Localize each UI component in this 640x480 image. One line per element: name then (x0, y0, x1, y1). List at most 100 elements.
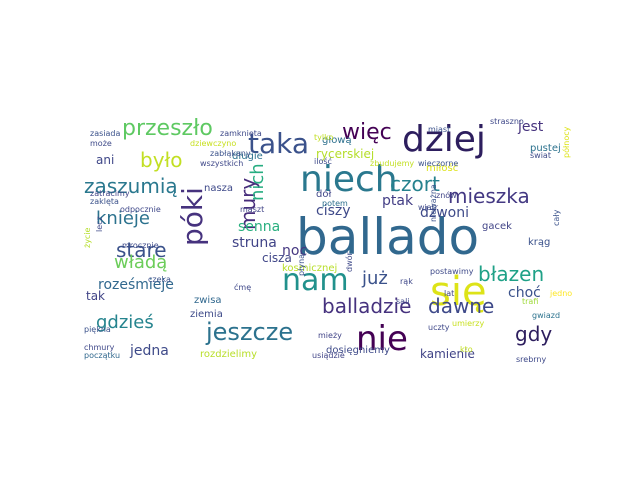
cloud-word-gdzies: gdzieś (96, 312, 154, 333)
cloud-word-noc: noc (282, 243, 308, 259)
cloud-word-poczatku: początku (84, 351, 121, 360)
cloud-word-dlugie: długie (232, 151, 263, 162)
cloud-word-ani: ani (96, 153, 115, 167)
cloud-word-piekna: piękna (84, 325, 111, 334)
cloud-word-jeszcze: jeszcze (206, 318, 294, 346)
cloud-word-dawne: dawne (428, 294, 495, 318)
cloud-word-cme: ćmę (234, 283, 252, 292)
cloud-word-miezy: mieży (318, 331, 342, 340)
cloud-word-srebrny: srebrny (516, 355, 547, 364)
cloud-word-zwisa: zwisa (194, 295, 222, 306)
cloud-word-krag: krąg (528, 237, 551, 248)
cloud-word-uczty: uczty (428, 323, 450, 332)
cloud-word-tylko: tylko (314, 133, 334, 142)
cloud-word-nich: nich (247, 163, 268, 201)
cloud-word-lecz: lecz (95, 216, 104, 232)
cloud-word-potem: potem (322, 199, 348, 208)
cloud-word-jedno: jedno (550, 289, 573, 298)
cloud-word-lat: lat (444, 289, 455, 298)
cloud-word-wszystkich: wszystkich (200, 159, 244, 168)
cloud-word-wiatr: wiatr (418, 203, 439, 212)
cloud-word-juz: już (362, 268, 388, 289)
cloud-word-rozesmieje: roześmieje (98, 277, 174, 293)
cloud-word-miast: miast (428, 125, 451, 134)
cloud-word-kto: kto (460, 345, 473, 354)
cloud-word-zaszumia: zaszumią (84, 174, 178, 198)
cloud-word-milosc: miłość (426, 163, 459, 174)
cloud-word-nam: nam (282, 263, 349, 298)
cloud-word-chmury: chmury (84, 343, 115, 352)
cloud-word-rak: rąk (400, 277, 413, 286)
cloud-word-poki: póki (176, 187, 209, 246)
cloud-word-nie: nie (356, 319, 408, 359)
cloud-word-kamienie: kamienie (420, 347, 475, 361)
cloud-word-trafi: trafi (522, 297, 539, 306)
cloud-word-dziewczyno: dziewczyno (190, 139, 237, 148)
cloud-word-stare: stare (116, 238, 167, 262)
cloud-word-rozdzielimy: rozdzielimy (200, 349, 258, 360)
cloud-word-czeka: czeka (148, 275, 171, 284)
cloud-word-moze: może (90, 139, 112, 148)
cloud-word-pustej: pustej (530, 143, 561, 154)
cloud-word-cisza: cisza (262, 251, 292, 265)
word-cloud: ballado się niech dziej nie nam póki taka jeszcz… (80, 116, 572, 364)
cloud-word-przeszlo: przeszło (122, 116, 213, 141)
cloud-word-zatracimy: zatracimy (90, 189, 130, 198)
cloud-word-gacek: gacek (482, 221, 512, 232)
cloud-word-blazen: błazen (478, 262, 545, 286)
cloud-word-wiec: więc (342, 120, 392, 145)
cloud-word-wieczorne: wieczorne (418, 159, 459, 168)
cloud-word-jedna: jedna (130, 343, 169, 359)
cloud-word-zasiada: zasiada (90, 129, 121, 138)
cloud-word-zablakany: zabłąkany (210, 149, 251, 158)
cloud-word-dwor: dwór (345, 252, 354, 272)
cloud-word-ziemia: ziemia (190, 309, 223, 320)
cloud-word-zakleta: zaklęta (90, 197, 119, 206)
cloud-word-plyna: płyną (297, 253, 306, 276)
cloud-word-wlada: władą (114, 252, 168, 273)
cloud-word-zbudujemy: zbudujemy (370, 159, 415, 168)
cloud-word-dosiegniemy: dosięgniemy (326, 345, 390, 356)
cloud-word-niech: niech (300, 159, 398, 200)
cloud-word-dzwoni: dzwoni (420, 205, 470, 221)
cloud-word-umierzy: umierzy (452, 319, 485, 328)
cloud-word-maszt: maszt (240, 205, 265, 214)
cloud-word-gwiazd: gwiazd (532, 311, 561, 320)
cloud-word-senna: senna (238, 219, 281, 235)
cloud-word-balladzie: balladzie (322, 294, 412, 318)
cloud-word-choc: choć (508, 285, 541, 301)
cloud-word-jest: jest (518, 119, 544, 135)
cloud-word-mrocznie: mrocznie (122, 241, 159, 250)
cloud-word-rycerskiej: rycerskiej (316, 147, 375, 161)
cloud-word-bylo: było (140, 148, 183, 172)
cloud-word-odpocznie: odpocznie (120, 205, 161, 214)
cloud-word-usiadzie: usiądzie (312, 351, 345, 360)
cloud-word-mieszka: mieszka (448, 184, 530, 208)
cloud-word-ballado: ballado (296, 208, 480, 266)
cloud-word-straszno: straszno (490, 117, 524, 126)
cloud-word-sie: się (430, 269, 487, 315)
cloud-word-ilosc: ilość (314, 157, 332, 166)
cloud-word-ciszy: ciszy (316, 203, 351, 219)
cloud-word-sali: sali (396, 297, 410, 306)
cloud-word-nasza: nasza (204, 183, 234, 194)
cloud-word-glowa: głową (322, 135, 352, 146)
cloud-word-czort: czort (390, 172, 440, 196)
cloud-word-caly: cały (552, 209, 561, 226)
cloud-word-kosmicznej: kosmicznej (282, 263, 338, 274)
cloud-word-dziej: dziej (402, 119, 486, 160)
cloud-word-polnocy: północy (562, 126, 571, 158)
cloud-word-knieje: knieje (96, 208, 150, 229)
cloud-word-gdy: gdy (515, 322, 553, 346)
cloud-word-zamknieta: zamknięta (220, 129, 262, 138)
cloud-word-znow: znów (436, 191, 457, 200)
cloud-word-swiat: świat (530, 151, 551, 160)
cloud-word-dol: dół (316, 189, 332, 200)
cloud-word-zycie: życie (83, 227, 92, 248)
cloud-word-niewazna: nieważna (429, 184, 438, 222)
cloud-word-taka: taka (248, 127, 310, 160)
cloud-word-postawimy: postawimy (430, 267, 474, 276)
cloud-word-tak: tak (86, 289, 106, 303)
cloud-word-struna: struna (232, 235, 277, 251)
